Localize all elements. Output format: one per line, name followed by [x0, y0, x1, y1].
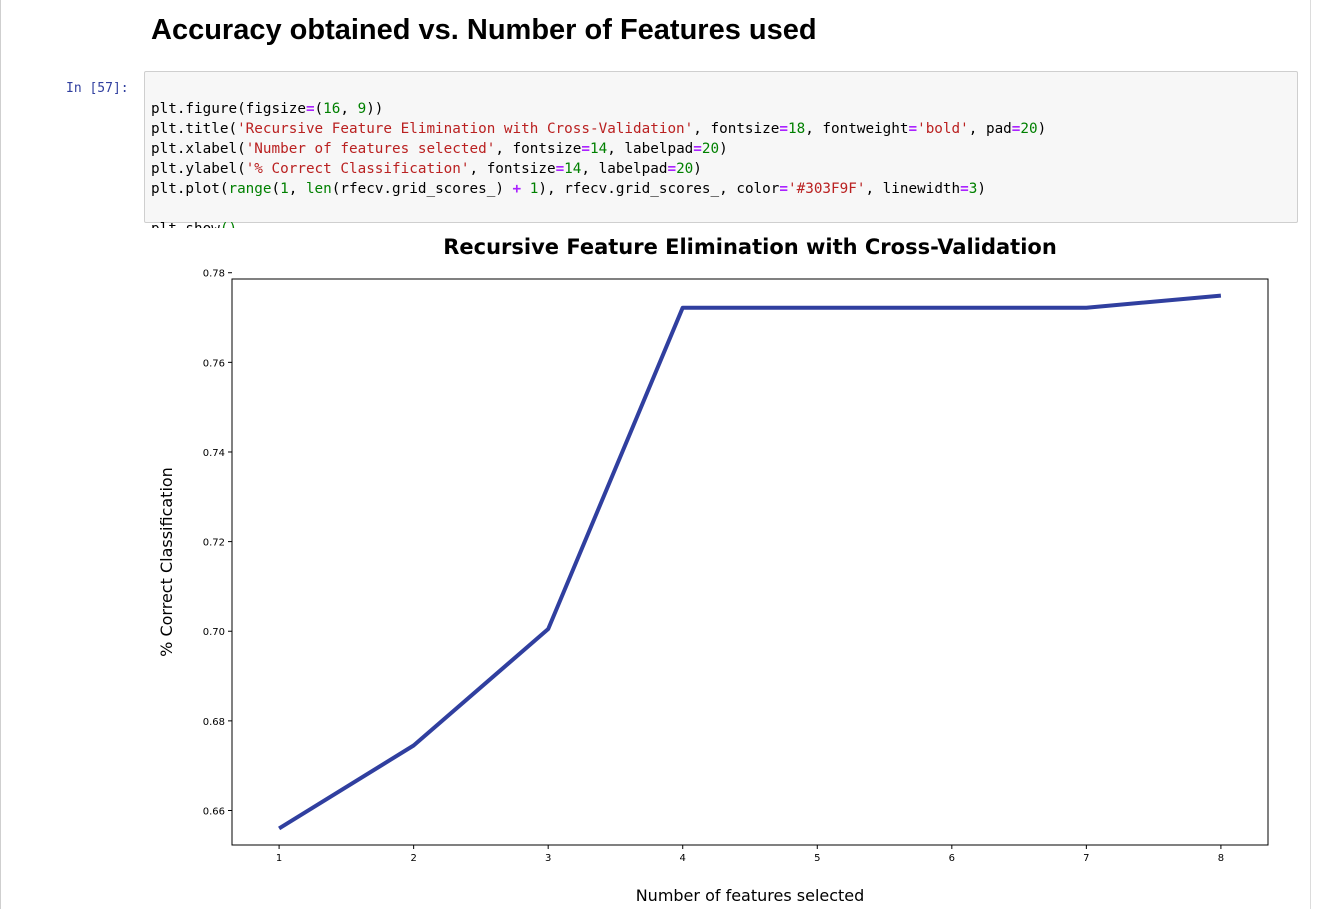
code-token: 'Recursive Feature Elimination with Cros… [237, 121, 694, 137]
code-token: ( [314, 101, 324, 117]
code-token: range [228, 181, 272, 197]
code-token: ), rfecv.grid_scores_, color [538, 181, 780, 197]
code-token: 14 [590, 141, 608, 157]
y-tick-label: 0.78 [203, 269, 225, 280]
code-line [151, 199, 1046, 219]
code-token: '#303F9F' [788, 181, 866, 197]
code-line: plt.xlabel('Number of features selected'… [151, 139, 1046, 159]
code-token [521, 181, 530, 197]
chart-title: Recursive Feature Elimination with Cross… [443, 235, 1057, 259]
code-token: (rfecv.grid_scores_) [331, 181, 513, 197]
y-axis-ticks: 0.66 0.68 0.70 0.72 0.74 0.76 0.78 [203, 269, 232, 817]
code-token: = [581, 141, 590, 157]
code-token: 3 [968, 181, 978, 197]
notebook-left-border [0, 0, 1, 909]
code-token: = [779, 121, 788, 137]
code-token: , labelpad [607, 141, 694, 157]
code-token: 'bold' [917, 121, 969, 137]
code-token: ) [1037, 121, 1047, 137]
code-token: 1 [529, 181, 539, 197]
code-token: plt.plot( [151, 181, 229, 197]
notebook-right-border [1310, 0, 1311, 909]
code-token: , labelpad [581, 161, 668, 177]
series-line [278, 293, 1222, 831]
code-token: plt.figure(figsize [151, 101, 306, 117]
y-tick-label: 0.72 [203, 538, 225, 549]
code-token: 9 [357, 101, 367, 117]
cell-output-area: Recursive Feature Elimination with Cross… [144, 228, 1310, 909]
code-line: plt.ylabel('% Correct Classification', f… [151, 159, 1046, 179]
code-token: plt.title( [151, 121, 238, 137]
code-content[interactable]: plt.figure(figsize=(16, 9)) plt.title('Re… [151, 99, 1046, 239]
code-token: = [667, 161, 677, 177]
x-tick-label: 8 [1218, 853, 1224, 864]
x-tick-label: 4 [680, 853, 686, 864]
cell-input-prompt: In [57]: [66, 81, 129, 96]
markdown-heading: Accuracy obtained vs. Number of Features… [151, 14, 817, 46]
x-axis-ticks: 1 2 3 4 5 6 7 8 [276, 845, 1224, 864]
code-token: ( [271, 181, 281, 197]
code-token: , fontweight [805, 121, 909, 137]
code-token: = [305, 101, 315, 117]
code-cell-editor[interactable]: plt.figure(figsize=(16, 9)) plt.title('Re… [144, 71, 1298, 237]
code-token: , fontsize [469, 161, 556, 177]
code-token: , [288, 181, 306, 197]
code-token: 18 [787, 121, 806, 137]
code-token: ) [719, 141, 728, 157]
code-token: 16 [323, 101, 341, 117]
x-tick-label: 6 [949, 853, 955, 864]
code-token: '% Correct Classification' [245, 161, 470, 177]
x-axis-label: Number of features selected [636, 886, 865, 905]
code-token: , pad [968, 121, 1012, 137]
code-token: 20 [676, 161, 694, 177]
code-token: len [305, 181, 332, 197]
plot-area-frame [231, 278, 1269, 846]
y-tick-label: 0.76 [203, 358, 225, 369]
code-token: 'Number of features selected' [245, 141, 496, 157]
x-tick-label: 3 [545, 853, 551, 864]
code-token: plt.xlabel( [151, 141, 246, 157]
code-token: = [555, 161, 565, 177]
x-tick-label: 5 [814, 853, 820, 864]
code-token: , fontsize [495, 141, 582, 157]
code-line: plt.plot(range(1, len(rfecv.grid_scores_… [151, 179, 1046, 199]
y-axis-label: % Correct Classification [157, 467, 176, 657]
x-tick-label: 2 [410, 853, 416, 864]
code-line: plt.figure(figsize=(16, 9)) [151, 99, 1046, 119]
code-token: 20 [701, 141, 720, 157]
code-token: = [779, 181, 788, 197]
code-token: plt.ylabel( [151, 161, 246, 177]
x-tick-label: 7 [1083, 853, 1089, 864]
y-tick-label: 0.74 [203, 448, 225, 459]
code-token: = [960, 181, 969, 197]
y-tick-label: 0.70 [203, 627, 225, 638]
code-token: , fontsize [693, 121, 780, 137]
y-tick-label: 0.68 [203, 717, 225, 728]
code-line: plt.title('Recursive Feature Elimination… [151, 119, 1046, 139]
code-token: = [693, 141, 702, 157]
code-token: 20 [1020, 121, 1038, 137]
figure-background [144, 228, 1310, 909]
rfecv-line-chart: Recursive Feature Elimination with Cross… [144, 228, 1310, 909]
code-token: = [908, 121, 918, 137]
y-tick-label: 0.66 [203, 806, 225, 817]
code-token: + [512, 181, 522, 197]
code-token: = [1011, 121, 1021, 137]
code-token: 14 [564, 161, 582, 177]
code-token: )) [366, 101, 384, 117]
code-token: , linewidth [865, 181, 961, 197]
code-token: , [340, 101, 358, 117]
code-token: ) [693, 161, 702, 177]
code-token: 1 [280, 181, 289, 197]
code-token: ) [977, 181, 986, 197]
x-tick-label: 1 [276, 853, 282, 864]
